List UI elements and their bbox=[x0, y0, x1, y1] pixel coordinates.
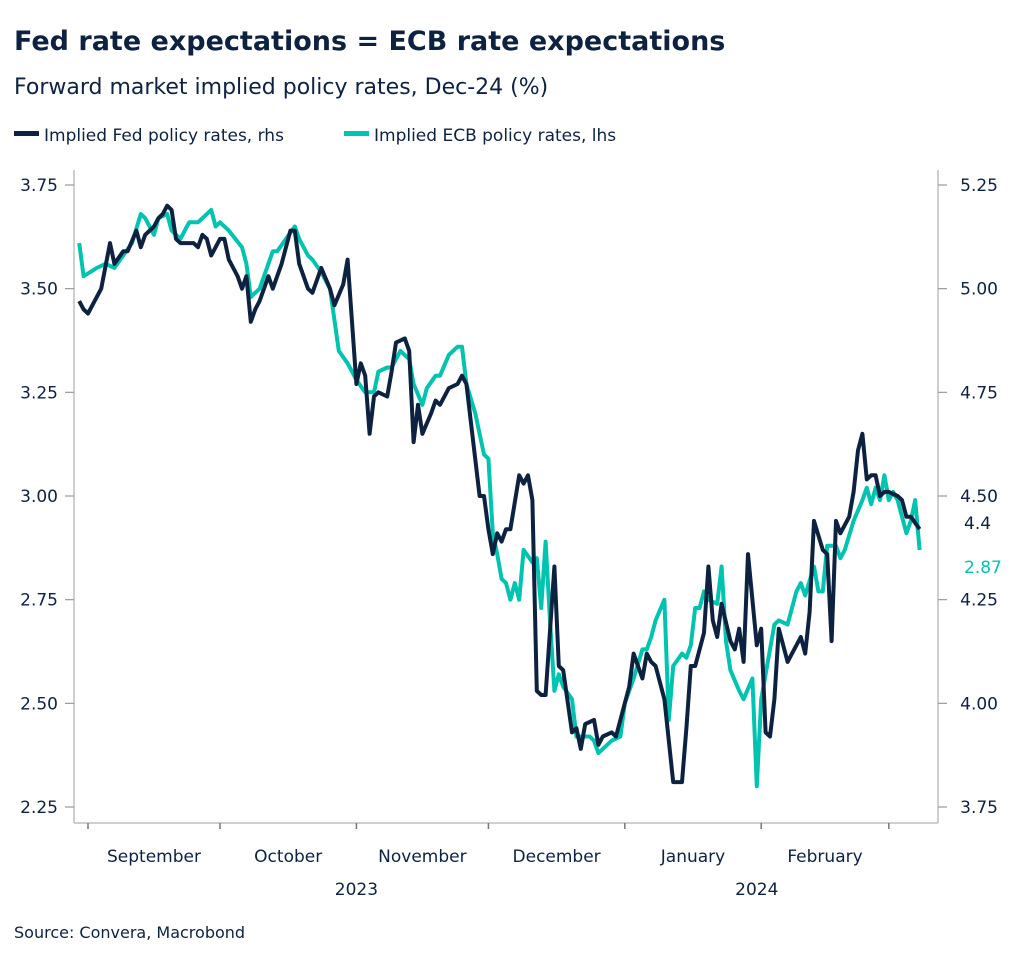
right-tick-label: 4.25 bbox=[960, 591, 998, 611]
left-tick-label: 3.50 bbox=[20, 280, 58, 300]
chart-subtitle: Forward market implied policy rates, Dec… bbox=[14, 75, 548, 100]
month-label: November bbox=[378, 847, 466, 867]
right-tick-label: 4.75 bbox=[960, 383, 998, 403]
source-note: Source: Convera, Macrobond bbox=[14, 923, 245, 942]
legend-swatch-ecb bbox=[344, 131, 369, 136]
month-label: January bbox=[660, 847, 725, 867]
legend-label-ecb: Implied ECB policy rates, lhs bbox=[374, 126, 616, 146]
plot-lines bbox=[77, 203, 922, 789]
end-label-fed: 4.4 bbox=[964, 514, 991, 534]
legend-label-fed: Implied Fed policy rates, rhs bbox=[44, 126, 284, 146]
month-label: December bbox=[513, 847, 601, 867]
year-label: 2024 bbox=[735, 880, 778, 900]
right-tick-label: 5.00 bbox=[960, 280, 998, 300]
legend-swatch-fed bbox=[14, 131, 39, 136]
fed-series-line bbox=[77, 203, 922, 785]
month-label: September bbox=[107, 847, 201, 867]
left-tick-label: 2.50 bbox=[20, 694, 58, 714]
right-tick-label: 4.50 bbox=[960, 487, 998, 507]
axes: 2.25 2.50 2.75 3.00 3.25 3.50 3.75 3.75 4.00 4.25… bbox=[20, 170, 998, 900]
left-tick-label: 3.75 bbox=[20, 176, 58, 196]
ecb-series-line bbox=[77, 207, 922, 789]
left-tick-label: 2.75 bbox=[20, 591, 58, 611]
chart-title: Fed rate expectations = ECB rate expecta… bbox=[14, 26, 725, 57]
left-tick-label: 3.25 bbox=[20, 383, 58, 403]
right-tick-label: 5.25 bbox=[960, 176, 998, 196]
end-label-ecb: 2.87 bbox=[964, 558, 1002, 578]
left-tick-label: 2.25 bbox=[20, 798, 58, 818]
legend: Implied Fed policy rates, rhs Implied EC… bbox=[14, 126, 616, 146]
year-label: 2023 bbox=[335, 880, 378, 900]
right-tick-label: 3.75 bbox=[960, 798, 998, 818]
right-tick-label: 4.00 bbox=[960, 694, 998, 714]
left-tick-label: 3.00 bbox=[20, 487, 58, 507]
month-label: February bbox=[787, 847, 862, 867]
month-label: October bbox=[254, 847, 322, 867]
